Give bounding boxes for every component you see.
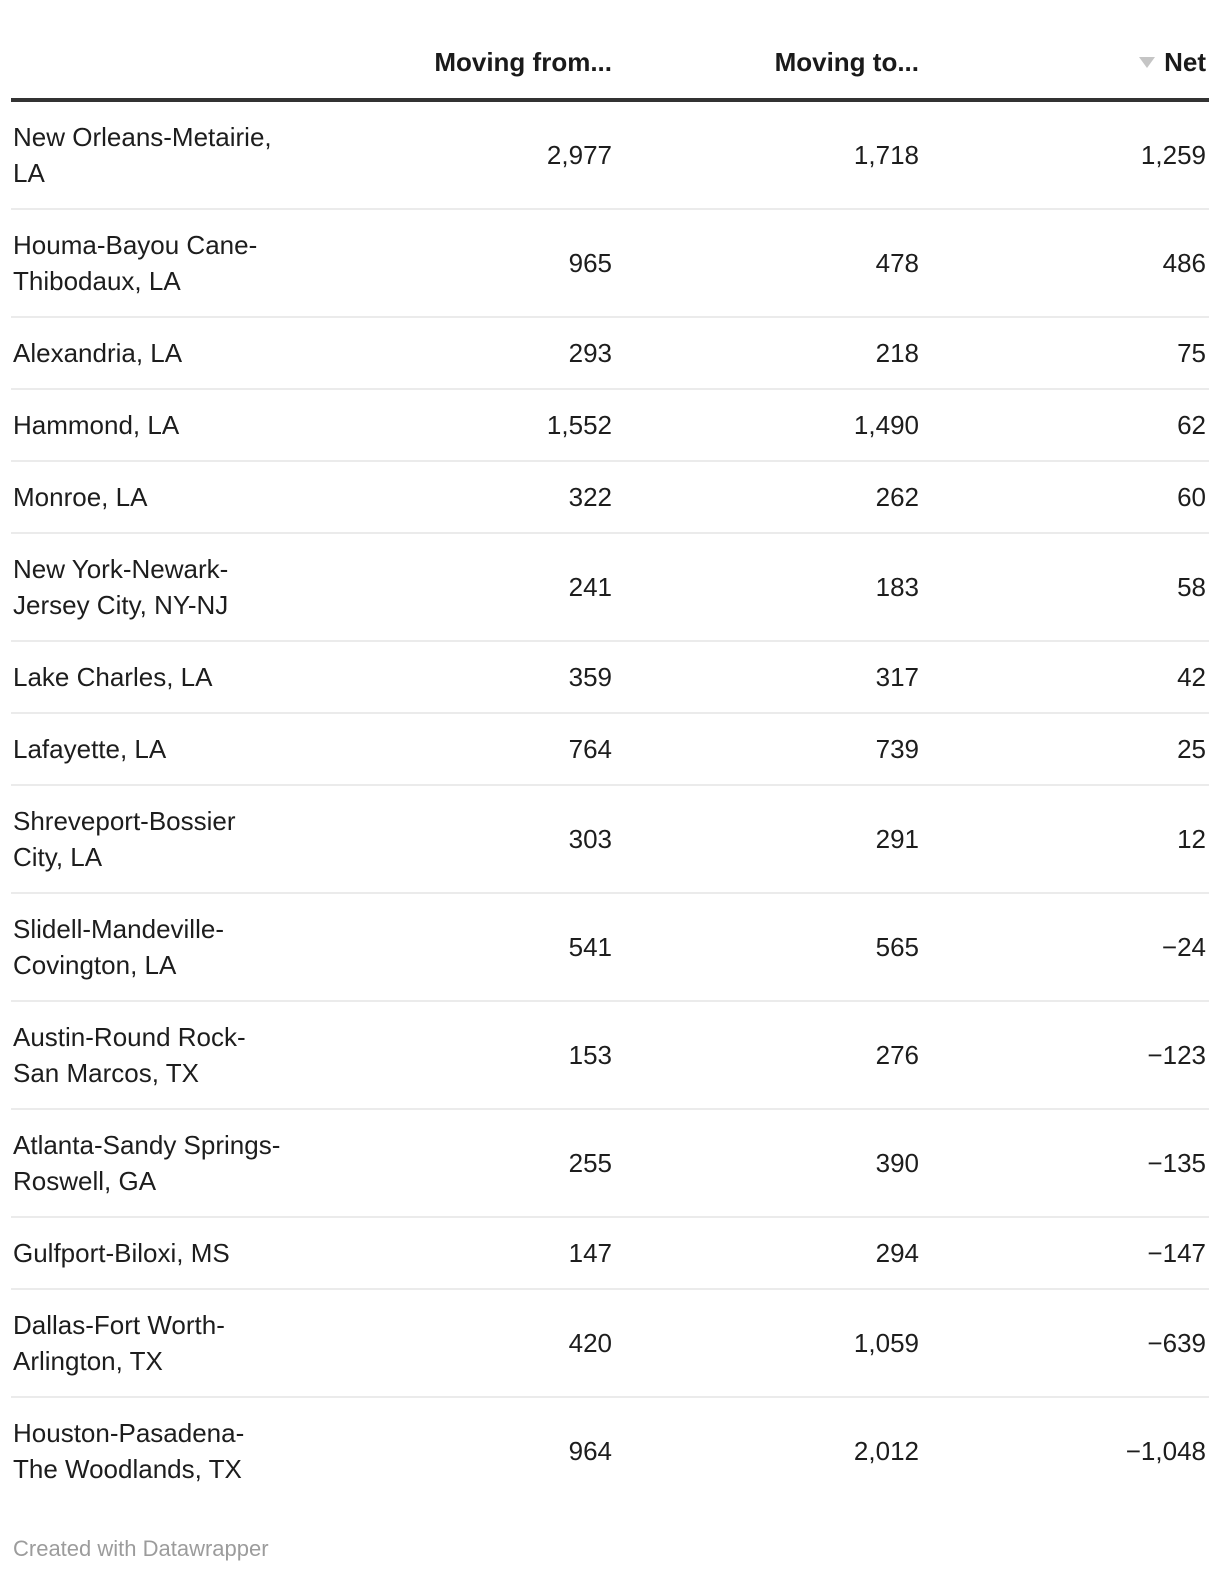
metro-name-cell: Gulfport-Biloxi, MS (11, 1217, 312, 1290)
table-row: Houston-Pasadena- The Woodlands, TX 964 … (11, 1397, 1209, 1504)
chart-footer: Created with Datawrapper (11, 1536, 1209, 1562)
moving-to-cell: 262 (612, 461, 919, 534)
moving-to-cell: 478 (612, 209, 919, 318)
moving-from-cell: 420 (312, 1289, 612, 1398)
table-body: New Orleans-Metairie, LA 2,977 1,718 1,2… (11, 100, 1209, 1504)
table-row: New York-Newark- Jersey City, NY-NJ 241 … (11, 533, 1209, 642)
net-cell: 60 (919, 461, 1209, 534)
moving-from-cell: 255 (312, 1109, 612, 1218)
moving-from-cell: 359 (312, 641, 612, 714)
net-cell: 12 (919, 785, 1209, 894)
metro-name-cell: Monroe, LA (11, 461, 312, 534)
table-row: Houma-Bayou Cane- Thibodaux, LA 965 478 … (11, 209, 1209, 318)
metro-name-cell: Hammond, LA (11, 389, 312, 462)
header-moving-to-label: Moving to... (774, 47, 919, 77)
moving-to-cell: 1,490 (612, 389, 919, 462)
net-cell: 1,259 (919, 100, 1209, 210)
table-row: New Orleans-Metairie, LA 2,977 1,718 1,2… (11, 100, 1209, 210)
table-row: Dallas-Fort Worth- Arlington, TX 420 1,0… (11, 1289, 1209, 1398)
datawrapper-credit-link[interactable]: Created with Datawrapper (13, 1536, 269, 1561)
table-row: Shreveport-Bossier City, LA 303 291 12 (11, 785, 1209, 894)
net-cell: −123 (919, 1001, 1209, 1110)
header-moving-from[interactable]: Moving from... (312, 0, 612, 102)
moving-to-cell: 294 (612, 1217, 919, 1290)
metro-name-cell: Shreveport-Bossier City, LA (11, 785, 312, 894)
metro-name-cell: Lafayette, LA (11, 713, 312, 786)
moving-to-cell: 276 (612, 1001, 919, 1110)
moving-from-cell: 153 (312, 1001, 612, 1110)
moving-from-cell: 293 (312, 317, 612, 390)
migration-table: Moving from... Moving to... Net New Orle… (11, 0, 1209, 1504)
table-row: Atlanta-Sandy Springs- Roswell, GA 255 3… (11, 1109, 1209, 1218)
moving-to-cell: 218 (612, 317, 919, 390)
moving-to-cell: 565 (612, 893, 919, 1002)
moving-from-cell: 241 (312, 533, 612, 642)
table-row: Monroe, LA 322 262 60 (11, 461, 1209, 534)
header-moving-to[interactable]: Moving to... (612, 0, 919, 102)
sort-descending-triangle-icon (1139, 56, 1156, 68)
table-row: Slidell-Mandeville- Covington, LA 541 56… (11, 893, 1209, 1002)
header-net-label: Net (1164, 47, 1206, 77)
metro-name-cell: Houston-Pasadena- The Woodlands, TX (13, 1418, 245, 1484)
moving-from-cell: 147 (312, 1217, 612, 1290)
net-cell: −639 (919, 1289, 1209, 1398)
moving-to-cell: 739 (612, 713, 919, 786)
net-cell: 75 (919, 317, 1209, 390)
metro-name-cell: New Orleans-Metairie, LA (11, 100, 312, 210)
net-cell: 486 (919, 209, 1209, 318)
table-header-row: Moving from... Moving to... Net (11, 0, 1209, 102)
metro-name-cell: Houma-Bayou Cane- Thibodaux, LA (11, 209, 312, 318)
metro-name-cell: Dallas-Fort Worth- Arlington, TX (11, 1289, 312, 1398)
table-row: Alexandria, LA 293 218 75 (11, 317, 1209, 390)
header-net[interactable]: Net (919, 0, 1209, 102)
metro-name-cell: Austin-Round Rock- San Marcos, TX (11, 1001, 312, 1110)
table-row: Hammond, LA 1,552 1,490 62 (11, 389, 1209, 462)
net-cell: 58 (919, 533, 1209, 642)
moving-from-cell: 2,977 (312, 100, 612, 210)
moving-to-cell: 183 (612, 533, 919, 642)
header-moving-from-label: Moving from... (434, 47, 612, 77)
moving-to-cell: 291 (612, 785, 919, 894)
net-cell: −135 (919, 1109, 1209, 1218)
metro-name-cell: Lake Charles, LA (11, 641, 312, 714)
moving-to-cell: 2,012 (853, 1436, 919, 1466)
table-row: Lafayette, LA 764 739 25 (11, 713, 1209, 786)
net-cell: 62 (919, 389, 1209, 462)
moving-to-cell: 390 (612, 1109, 919, 1218)
metro-name-cell: Atlanta-Sandy Springs- Roswell, GA (11, 1109, 312, 1218)
moving-to-cell: 1,718 (612, 100, 919, 210)
table-row: Gulfport-Biloxi, MS 147 294 −147 (11, 1217, 1209, 1290)
moving-to-cell: 1,059 (612, 1289, 919, 1398)
table-row: Lake Charles, LA 359 317 42 (11, 641, 1209, 714)
moving-from-cell: 764 (312, 713, 612, 786)
moving-to-cell: 317 (612, 641, 919, 714)
metro-name-cell: Alexandria, LA (11, 317, 312, 390)
metro-name-cell: Slidell-Mandeville- Covington, LA (11, 893, 312, 1002)
moving-from-cell: 965 (312, 209, 612, 318)
moving-from-cell: 541 (312, 893, 612, 1002)
moving-from-cell: 964 (568, 1436, 612, 1466)
net-cell: −1,048 (1125, 1436, 1206, 1466)
table-row: Austin-Round Rock- San Marcos, TX 153 27… (11, 1001, 1209, 1110)
net-cell: 25 (919, 713, 1209, 786)
moving-from-cell: 303 (312, 785, 612, 894)
header-metro-column[interactable] (11, 0, 312, 102)
net-cell: 42 (919, 641, 1209, 714)
net-cell: −24 (919, 893, 1209, 1002)
net-cell: −147 (919, 1217, 1209, 1290)
moving-from-cell: 1,552 (312, 389, 612, 462)
metro-name-cell: New York-Newark- Jersey City, NY-NJ (11, 533, 312, 642)
moving-from-cell: 322 (312, 461, 612, 534)
